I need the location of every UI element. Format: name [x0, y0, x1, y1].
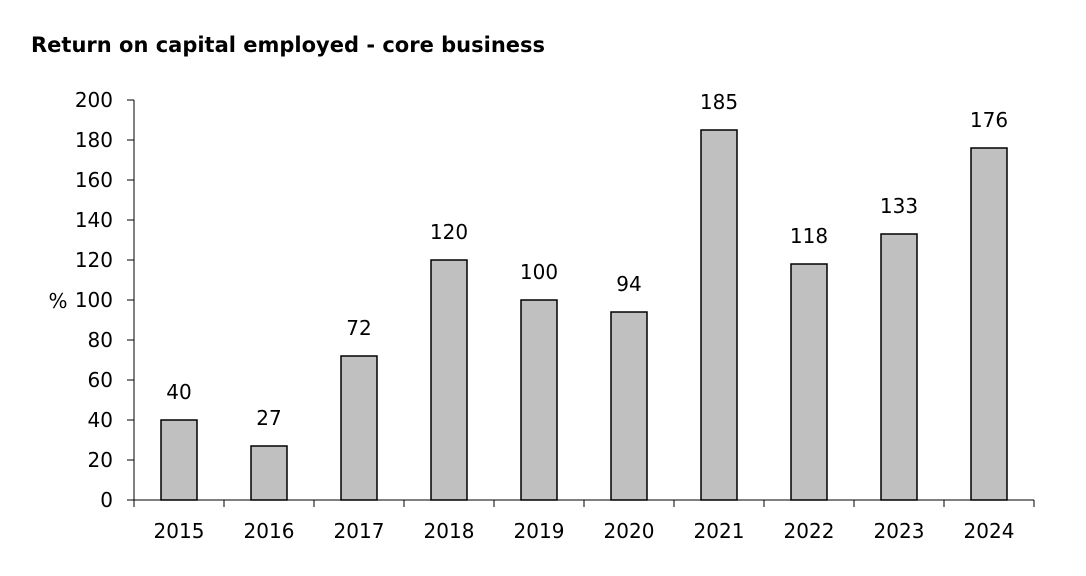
y-tick-label: 80 [88, 328, 113, 352]
y-tick-label: 0 [100, 488, 113, 512]
x-tick-label: 2015 [154, 519, 205, 543]
x-axis: 2015 2016 2017 2018 2019 2020 2021 2022 2023 2024 [133, 499, 1035, 543]
y-tick-label: 200 [75, 88, 113, 112]
data-label: 72 [346, 316, 371, 340]
data-label: 100 [520, 260, 558, 284]
x-tick-label: 2017 [334, 519, 385, 543]
y-axis-label: % [48, 289, 67, 313]
bar [340, 355, 378, 501]
y-tick-label: 60 [88, 368, 113, 392]
y-tick-label: 40 [88, 408, 113, 432]
bar [700, 129, 738, 501]
bar [610, 311, 648, 501]
data-label: 118 [790, 224, 828, 248]
data-label: 120 [430, 220, 468, 244]
chart-title: Return on capital employed - core busine… [31, 33, 546, 57]
y-tick-label: 180 [75, 128, 113, 152]
x-tick-label: 2020 [604, 519, 655, 543]
bars [160, 129, 1008, 501]
x-tick-label: 2018 [424, 519, 475, 543]
data-label: 40 [166, 380, 191, 404]
x-tick-label: 2022 [784, 519, 835, 543]
y-tick-label: 160 [75, 168, 113, 192]
y-tick-label: 140 [75, 208, 113, 232]
bar [160, 419, 198, 501]
data-label: 176 [970, 108, 1008, 132]
y-tick-label: 120 [75, 248, 113, 272]
bar [250, 445, 288, 501]
x-tick-label: 2024 [964, 519, 1015, 543]
x-tick-label: 2021 [694, 519, 745, 543]
data-label: 185 [700, 90, 738, 114]
data-label: 94 [616, 272, 641, 296]
x-tick-label: 2023 [874, 519, 925, 543]
y-tick-label: 20 [88, 448, 113, 472]
bar [520, 299, 558, 501]
data-label: 133 [880, 194, 918, 218]
x-tick-label: 2019 [514, 519, 565, 543]
bar [880, 233, 918, 501]
data-label: 27 [256, 406, 281, 430]
x-tick-label: 2016 [244, 519, 295, 543]
bar [430, 259, 468, 501]
data-labels: 40 27 72 120 100 94 185 118 133 176 [166, 90, 1008, 430]
bar [790, 263, 828, 501]
bar [970, 147, 1008, 501]
y-axis: 0 20 40 60 80 100 120 140 160 180 200 [75, 88, 135, 512]
y-tick-label: 100 [75, 288, 113, 312]
